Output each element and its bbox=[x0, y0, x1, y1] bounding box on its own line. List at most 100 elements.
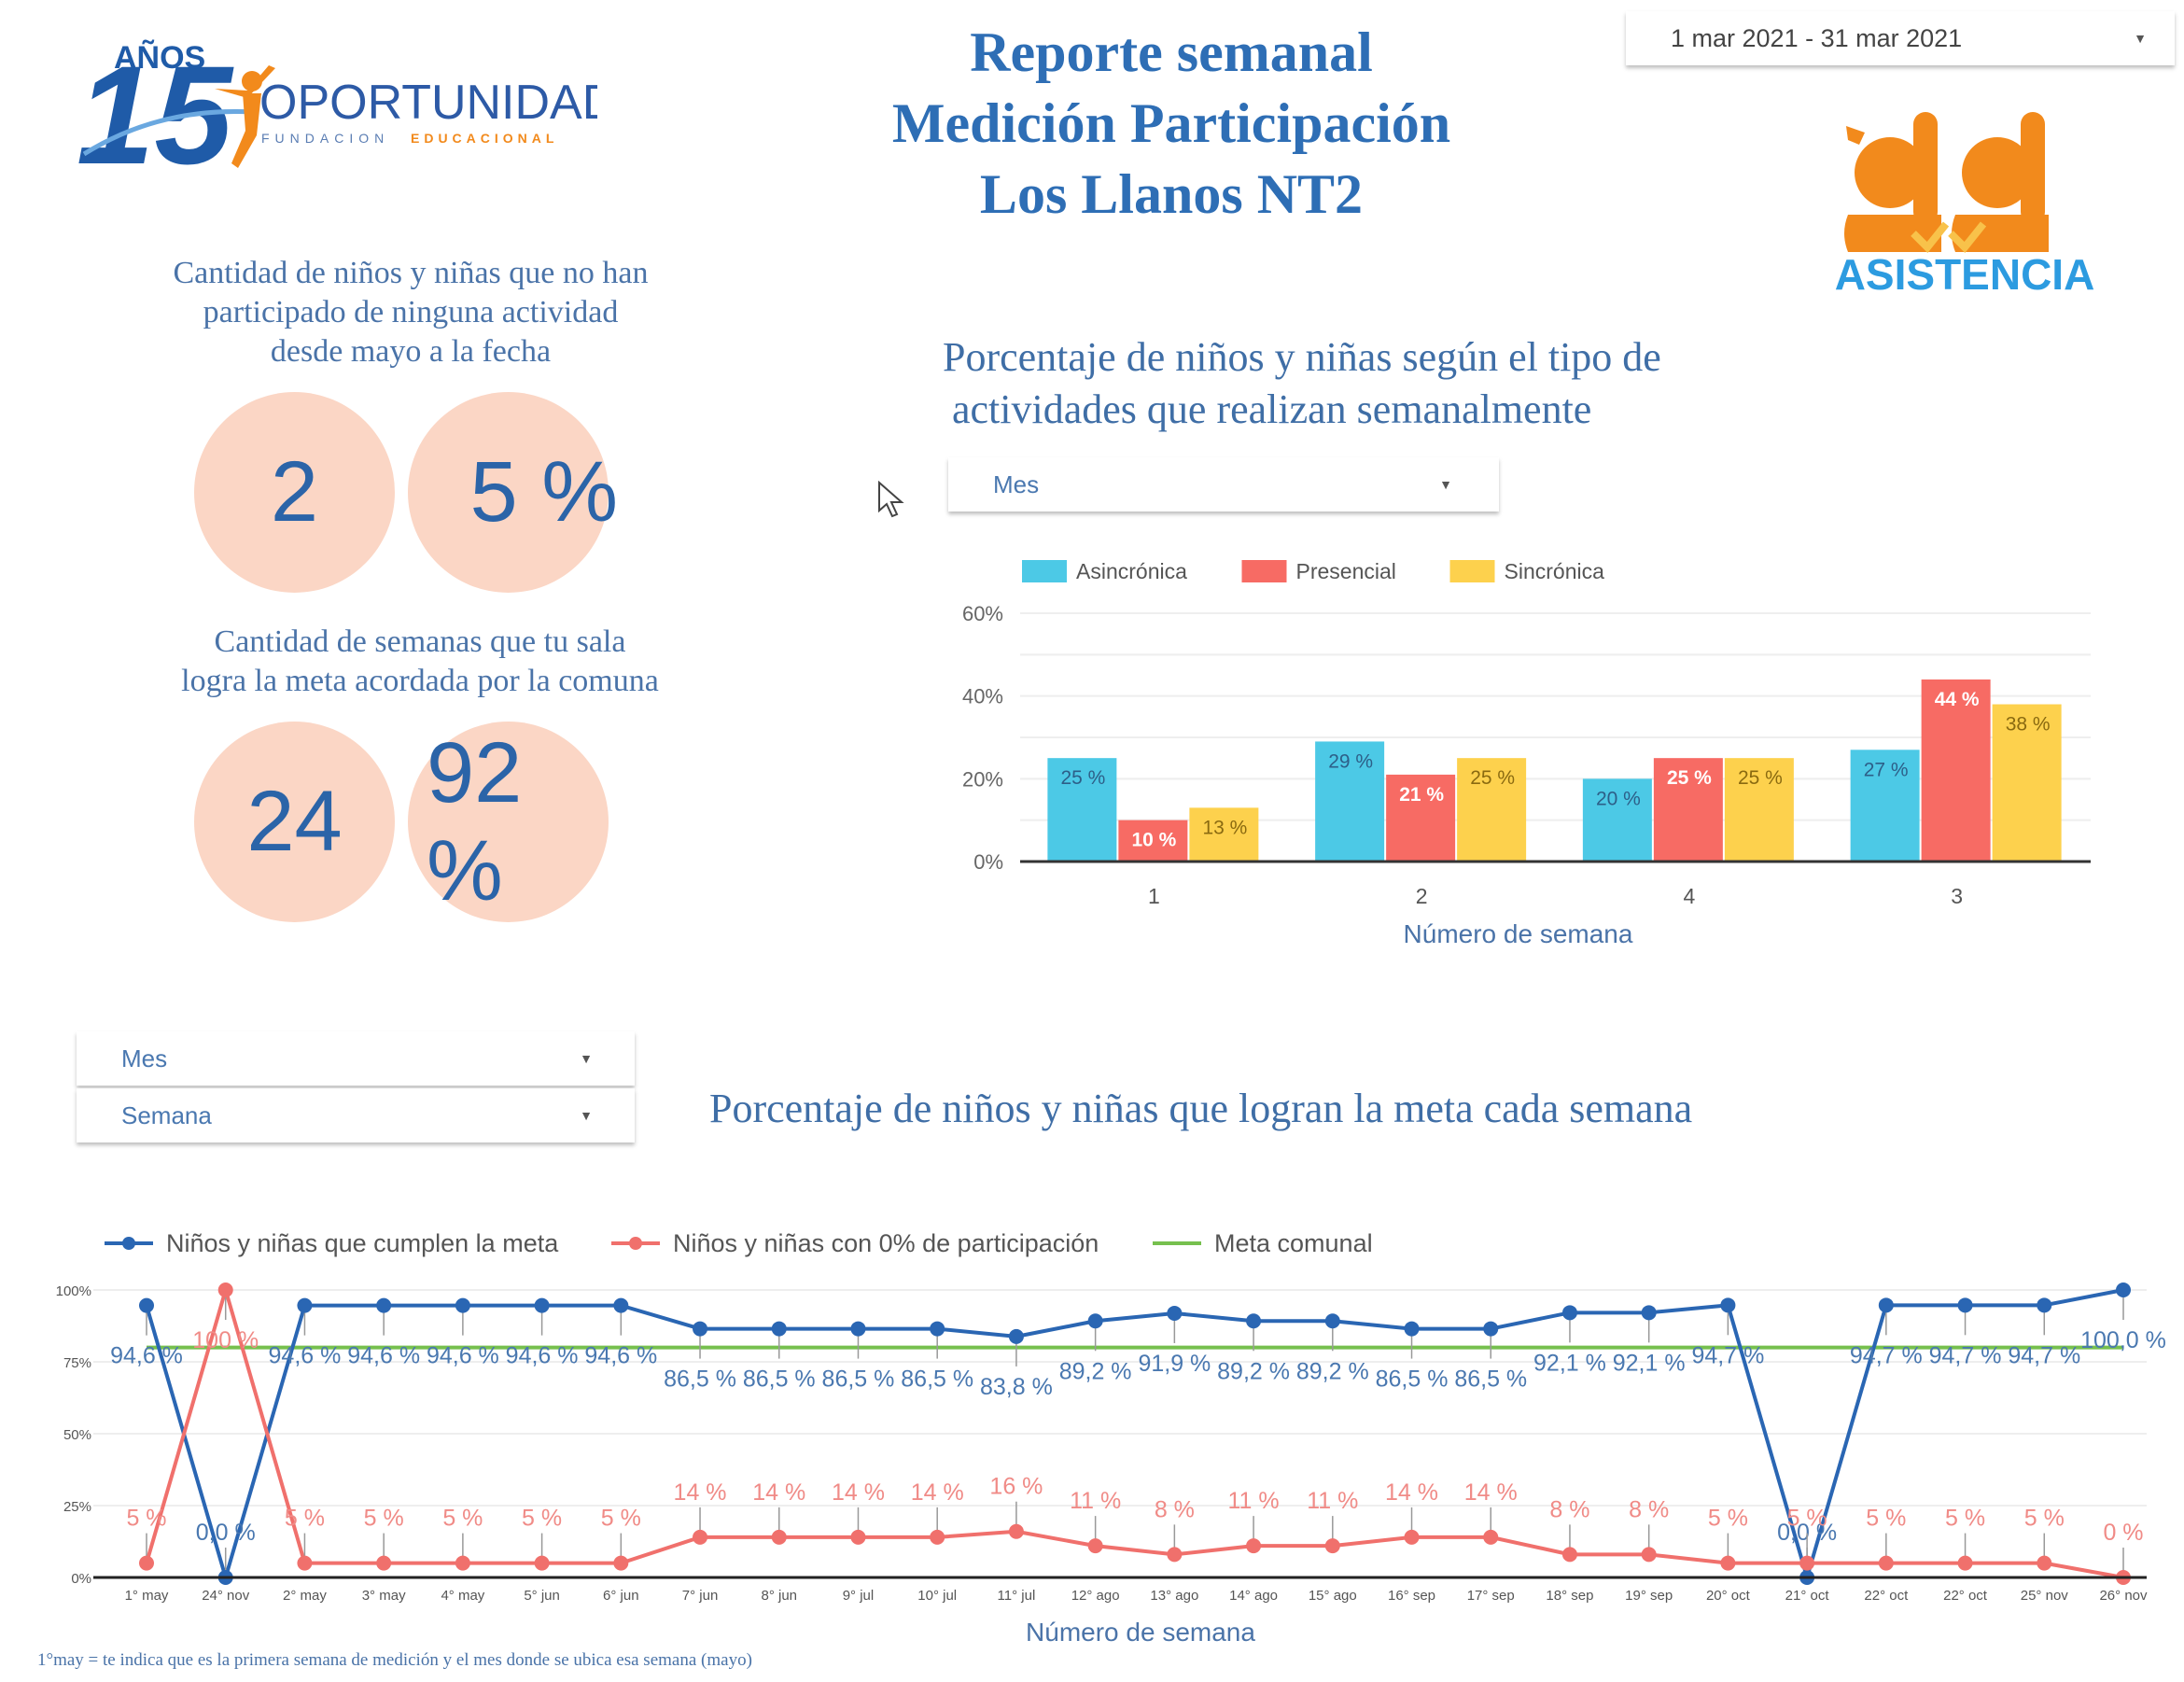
bar-sincrónica bbox=[1457, 758, 1527, 862]
data-label: 86,5 % bbox=[1454, 1367, 1527, 1393]
data-label: 86,5 % bbox=[901, 1367, 973, 1393]
legend-label: Sincrónica bbox=[1505, 559, 1605, 583]
data-label: 5 % bbox=[364, 1506, 404, 1532]
x-tick-label: 26° nov bbox=[2099, 1588, 2148, 1604]
data-point bbox=[139, 1555, 154, 1571]
data-label: 5 % bbox=[1787, 1506, 1827, 1532]
chevron-down-icon: ▼ bbox=[1439, 477, 1452, 492]
legend-swatch-presencial bbox=[1241, 560, 1287, 582]
data-label: 5 % bbox=[601, 1506, 641, 1532]
data-label: 94,6 % bbox=[584, 1343, 657, 1369]
data-point bbox=[930, 1321, 945, 1337]
kpi-heading-line: Cantidad de niños y niñas que no han bbox=[173, 256, 649, 290]
line-chart: Niños y niñas que cumplen la meta Niños y… bbox=[56, 1229, 2166, 1647]
data-point bbox=[1641, 1305, 1657, 1321]
data-point bbox=[1008, 1328, 1024, 1344]
logo-graphic: 15 AÑOS OPORTUNIDAD FUNDACION EDUCACIONA… bbox=[77, 36, 617, 193]
data-point bbox=[613, 1297, 629, 1313]
line-filter-mes-dropdown[interactable]: Mes ▼ bbox=[77, 1031, 635, 1086]
data-label: 86,5 % bbox=[822, 1367, 895, 1393]
bar-asincrónica bbox=[1850, 750, 1920, 862]
footnote: 1°may = te indica que es la primera sema… bbox=[37, 1650, 752, 1670]
x-tick-label: 17° sep bbox=[1467, 1588, 1515, 1604]
data-point bbox=[1720, 1555, 1736, 1571]
data-label: 94,7 % bbox=[2008, 1342, 2080, 1368]
x-tick-label: 9° jul bbox=[843, 1588, 875, 1604]
legend-marker bbox=[629, 1237, 642, 1250]
data-label: 14 % bbox=[752, 1479, 805, 1506]
data-label: 94,7 % bbox=[1691, 1342, 1764, 1368]
bar-presencial bbox=[1921, 679, 1991, 862]
data-point bbox=[297, 1297, 313, 1313]
data-label: 5 % bbox=[1945, 1506, 1985, 1532]
data-point bbox=[455, 1297, 470, 1313]
kpi-heading-line: participado de ninguna actividad bbox=[203, 295, 619, 329]
data-label: 8 % bbox=[1549, 1496, 1589, 1522]
data-label: 94,7 % bbox=[1850, 1342, 1923, 1368]
line-chart-title: Porcentaje de niños y niñas que logran l… bbox=[709, 1086, 1693, 1131]
x-axis-title: Número de semana bbox=[1404, 919, 1633, 948]
data-point bbox=[1878, 1555, 1894, 1571]
data-label: 91,9 % bbox=[1138, 1351, 1211, 1377]
data-point bbox=[217, 1283, 233, 1297]
y-tick-label: 100% bbox=[56, 1283, 91, 1299]
page-title-line: Los Llanos NT2 bbox=[979, 163, 1364, 225]
x-tick-label: 25° nov bbox=[2021, 1588, 2069, 1604]
kpi-weeks-goal-percent: 92 % bbox=[408, 722, 609, 922]
data-point bbox=[1087, 1313, 1103, 1329]
y-tick-label: 20% bbox=[962, 767, 1003, 791]
x-tick-label: 3° may bbox=[362, 1588, 406, 1604]
bar-chart: Asincrónica Presencial Sincrónica 0% 20% 40% 6… bbox=[962, 559, 2091, 948]
x-tick-label: 2° may bbox=[283, 1588, 327, 1604]
chevron-down-icon: ▼ bbox=[580, 1108, 593, 1123]
data-label: 8 % bbox=[1155, 1496, 1195, 1522]
bar-filter-mes-dropdown[interactable]: Mes ▼ bbox=[948, 457, 1499, 512]
kpi-no-participation-heading: Cantidad de niños y niñas que no han par… bbox=[112, 254, 709, 371]
kpi-heading-line: Cantidad de semanas que tu sala bbox=[214, 624, 626, 659]
kpi-heading-line: logra la meta acordada por la comuna bbox=[181, 664, 659, 698]
x-tick-label: 22° oct bbox=[1864, 1588, 1909, 1604]
data-label: 0,0 % bbox=[196, 1520, 256, 1546]
data-point bbox=[1483, 1321, 1499, 1337]
data-point bbox=[1957, 1555, 1973, 1571]
data-point bbox=[693, 1321, 708, 1337]
legend-swatch-sincrónica bbox=[1449, 560, 1495, 582]
bar-presencial bbox=[1386, 774, 1456, 862]
x-axis-title: Número de semana bbox=[1026, 1618, 1255, 1647]
data-label: 11 % bbox=[1070, 1488, 1121, 1514]
y-tick-label: 60% bbox=[962, 602, 1003, 625]
data-label: 86,5 % bbox=[664, 1367, 736, 1393]
x-tick-label: 18° sep bbox=[1546, 1588, 1593, 1604]
kpi-no-participation-percent: 5 % bbox=[408, 392, 618, 593]
data-label: 94,6 % bbox=[506, 1343, 579, 1369]
bar-data-label: 20 % bbox=[1596, 788, 1641, 809]
page-title-line: Reporte semanal bbox=[970, 21, 1373, 83]
y-tick-label: 0% bbox=[973, 850, 1003, 874]
x-tick-label: 14° ago bbox=[1229, 1588, 1278, 1604]
kpi-weeks-goal-heading: Cantidad de semanas que tu sala logra la… bbox=[112, 623, 728, 701]
data-label: 14 % bbox=[832, 1479, 885, 1506]
date-range-picker[interactable]: 1 mar 2021 - 31 mar 2021 ▼ bbox=[1626, 11, 2175, 65]
bar-data-label: 21 % bbox=[1399, 784, 1444, 806]
kpi-value: 2 bbox=[270, 444, 319, 540]
data-point bbox=[139, 1297, 154, 1313]
x-tick-label: 11° jul bbox=[998, 1588, 1036, 1604]
data-point bbox=[1324, 1313, 1340, 1329]
bar-data-label: 13 % bbox=[1202, 817, 1247, 838]
data-point bbox=[2037, 1297, 2052, 1313]
data-label: 14 % bbox=[1385, 1479, 1438, 1506]
line-filter-semana-dropdown[interactable]: Semana ▼ bbox=[77, 1088, 635, 1142]
data-label: 5 % bbox=[442, 1506, 483, 1532]
bar-asincrónica bbox=[1315, 741, 1385, 862]
bar-chart-title-line: actividades que realizan semanalmente bbox=[952, 386, 1592, 432]
data-point bbox=[850, 1321, 866, 1337]
data-point bbox=[1324, 1538, 1340, 1554]
y-tick-label: 75% bbox=[63, 1355, 91, 1371]
data-label: 89,2 % bbox=[1217, 1358, 1290, 1384]
x-tick-label: 19° sep bbox=[1625, 1588, 1673, 1604]
data-point bbox=[1561, 1305, 1577, 1321]
data-point bbox=[1246, 1538, 1262, 1554]
bar-presencial bbox=[1118, 820, 1188, 862]
logo-name: OPORTUNIDAD bbox=[259, 76, 597, 130]
y-tick-label: 40% bbox=[962, 685, 1003, 708]
